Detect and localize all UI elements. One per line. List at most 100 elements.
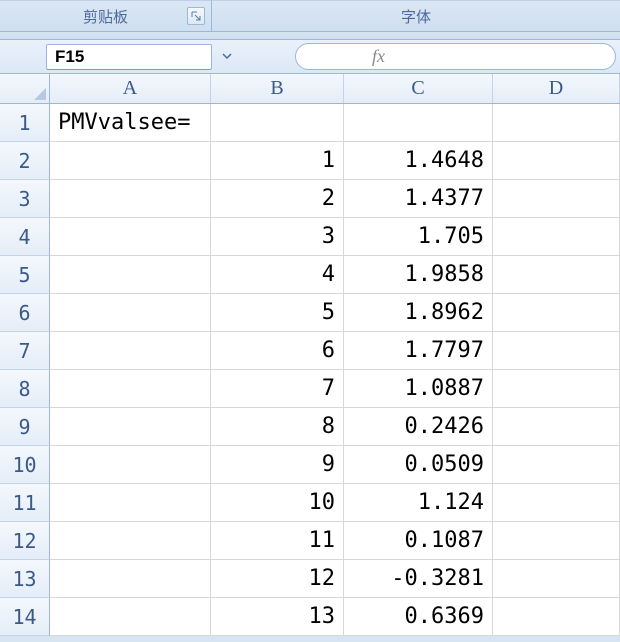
cell[interactable]: 0.0509 bbox=[344, 446, 493, 484]
cell[interactable]: 1.4648 bbox=[344, 142, 493, 180]
grid-rows: 1PMVvalsee=211.4648321.4377431.705541.98… bbox=[0, 104, 620, 636]
cell[interactable]: 3 bbox=[211, 218, 344, 256]
cell[interactable] bbox=[344, 104, 493, 142]
table-row: 12 110.1087 bbox=[0, 522, 620, 560]
column-header-a[interactable]: A bbox=[50, 74, 211, 103]
table-row: 1PMVvalsee= bbox=[0, 104, 620, 142]
cell[interactable]: 1.7797 bbox=[344, 332, 493, 370]
column-headers: A B C D bbox=[0, 74, 620, 104]
column-header-b[interactable]: B bbox=[211, 74, 344, 103]
spreadsheet-grid: A B C D 1PMVvalsee=211.4648321.4377431.7… bbox=[0, 74, 620, 636]
cell[interactable] bbox=[50, 560, 211, 598]
cell[interactable] bbox=[493, 142, 620, 180]
cell[interactable]: 1.4377 bbox=[344, 180, 493, 218]
cell[interactable]: 0.1087 bbox=[344, 522, 493, 560]
cell[interactable]: 1.0887 bbox=[344, 370, 493, 408]
table-row: 4 31.705 bbox=[0, 218, 620, 256]
name-box[interactable]: F15 bbox=[46, 44, 212, 70]
cell[interactable] bbox=[493, 484, 620, 522]
cell[interactable]: 2 bbox=[211, 180, 344, 218]
cell[interactable]: 1.705 bbox=[344, 218, 493, 256]
table-row: 13 12-0.3281 bbox=[0, 560, 620, 598]
row-header[interactable]: 5 bbox=[0, 256, 50, 294]
cell[interactable] bbox=[493, 218, 620, 256]
cell[interactable] bbox=[50, 332, 211, 370]
fx-icon[interactable]: fx bbox=[372, 46, 385, 67]
row-header[interactable]: 4 bbox=[0, 218, 50, 256]
row-header[interactable]: 6 bbox=[0, 294, 50, 332]
table-row: 2 11.4648 bbox=[0, 142, 620, 180]
cell[interactable] bbox=[50, 180, 211, 218]
table-row: 10 90.0509 bbox=[0, 446, 620, 484]
cell[interactable]: 10 bbox=[211, 484, 344, 522]
cell[interactable] bbox=[50, 598, 211, 636]
cell[interactable]: 1.124 bbox=[344, 484, 493, 522]
column-header-c[interactable]: C bbox=[344, 74, 493, 103]
cell[interactable]: 6 bbox=[211, 332, 344, 370]
cell[interactable] bbox=[50, 408, 211, 446]
cell[interactable] bbox=[493, 180, 620, 218]
cell[interactable] bbox=[50, 446, 211, 484]
cell[interactable] bbox=[493, 294, 620, 332]
row-header[interactable]: 14 bbox=[0, 598, 50, 636]
cell[interactable] bbox=[493, 332, 620, 370]
cell[interactable]: 1.8962 bbox=[344, 294, 493, 332]
cell[interactable]: 0.6369 bbox=[344, 598, 493, 636]
cell[interactable] bbox=[50, 142, 211, 180]
ribbon-group-clipboard[interactable]: 剪贴板 bbox=[0, 0, 212, 31]
cell[interactable]: 1.9858 bbox=[344, 256, 493, 294]
cell[interactable]: 8 bbox=[211, 408, 344, 446]
row-header[interactable]: 13 bbox=[0, 560, 50, 598]
ribbon-group-labels: 剪贴板 字体 bbox=[0, 0, 620, 32]
cell[interactable]: 12 bbox=[211, 560, 344, 598]
cell[interactable] bbox=[50, 484, 211, 522]
cell[interactable]: 9 bbox=[211, 446, 344, 484]
row-header[interactable]: 12 bbox=[0, 522, 50, 560]
cell[interactable]: 4 bbox=[211, 256, 344, 294]
cell[interactable] bbox=[50, 522, 211, 560]
cell[interactable] bbox=[493, 256, 620, 294]
cell[interactable]: 0.2426 bbox=[344, 408, 493, 446]
name-box-container: F15 bbox=[0, 40, 215, 73]
cell[interactable] bbox=[493, 560, 620, 598]
cell[interactable] bbox=[493, 370, 620, 408]
cell[interactable]: 5 bbox=[211, 294, 344, 332]
table-row: 9 80.2426 bbox=[0, 408, 620, 446]
cell[interactable] bbox=[493, 104, 620, 142]
cell[interactable] bbox=[493, 522, 620, 560]
cell[interactable]: 7 bbox=[211, 370, 344, 408]
name-box-dropdown-icon[interactable] bbox=[215, 43, 239, 69]
ribbon-group-font[interactable]: 字体 bbox=[212, 0, 620, 31]
row-header[interactable]: 7 bbox=[0, 332, 50, 370]
formula-bar: F15 fx bbox=[0, 40, 620, 74]
name-box-value: F15 bbox=[55, 47, 84, 67]
cell[interactable] bbox=[493, 598, 620, 636]
row-header[interactable]: 1 bbox=[0, 104, 50, 142]
column-header-d[interactable]: D bbox=[493, 74, 620, 103]
row-header[interactable]: 11 bbox=[0, 484, 50, 522]
cell[interactable] bbox=[493, 446, 620, 484]
table-row: 11 101.124 bbox=[0, 484, 620, 522]
cell[interactable] bbox=[50, 294, 211, 332]
row-header[interactable]: 3 bbox=[0, 180, 50, 218]
cell[interactable]: 13 bbox=[211, 598, 344, 636]
select-all-corner[interactable] bbox=[0, 74, 50, 103]
ribbon-separator bbox=[0, 32, 620, 40]
row-header[interactable]: 10 bbox=[0, 446, 50, 484]
row-header[interactable]: 9 bbox=[0, 408, 50, 446]
cell[interactable] bbox=[50, 370, 211, 408]
cell[interactable] bbox=[50, 256, 211, 294]
cell[interactable] bbox=[211, 104, 344, 142]
cell[interactable]: 1 bbox=[211, 142, 344, 180]
cell[interactable] bbox=[493, 408, 620, 446]
table-row: 7 61.7797 bbox=[0, 332, 620, 370]
cell[interactable]: -0.3281 bbox=[344, 560, 493, 598]
cell[interactable] bbox=[50, 218, 211, 256]
dialog-launcher-icon[interactable] bbox=[187, 7, 205, 25]
row-header[interactable]: 8 bbox=[0, 370, 50, 408]
cell[interactable]: PMVvalsee= bbox=[50, 104, 211, 142]
row-header[interactable]: 2 bbox=[0, 142, 50, 180]
table-row: 6 51.8962 bbox=[0, 294, 620, 332]
cell[interactable]: 11 bbox=[211, 522, 344, 560]
formula-input[interactable]: fx bbox=[295, 43, 616, 70]
